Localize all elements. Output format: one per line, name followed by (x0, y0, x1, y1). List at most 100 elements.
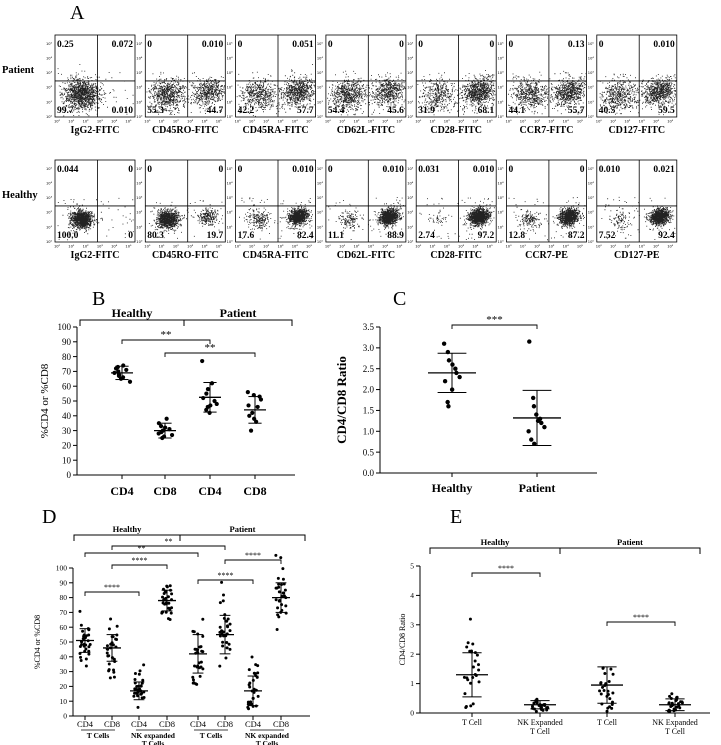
tick-label: 10⁰ (235, 120, 242, 124)
y-tick-label: 70 (60, 608, 68, 617)
event-dots (417, 70, 496, 116)
tick-label: 10² (534, 120, 541, 124)
tick-label: 10⁴ (472, 245, 479, 249)
data-point (277, 590, 281, 594)
tick-label: 10³ (97, 245, 104, 249)
data-point (463, 692, 467, 696)
subgroup-label: NK expanded T Cells (245, 731, 290, 745)
tick-label: 10⁰ (506, 120, 513, 124)
tick-label: 10⁰ (498, 115, 505, 119)
data-point (254, 663, 258, 667)
data-point (112, 657, 116, 661)
quadrant-upper-left: 0 (418, 40, 423, 50)
quadrant-lower-left: 11.1 (328, 231, 344, 241)
tick-label: 10³ (317, 196, 324, 200)
quadrant-upper-right: 0 (219, 165, 224, 175)
significance-bracket (606, 621, 676, 626)
group-bracket (559, 547, 701, 554)
data-point (224, 656, 228, 660)
data-point (610, 706, 614, 710)
data-point (201, 634, 205, 638)
y-tick-label: 30 (60, 667, 68, 676)
y-tick-label: 50 (62, 396, 72, 406)
data-point (167, 601, 171, 605)
quadrant-lower-left: 17.6 (238, 231, 255, 241)
y-tick-label: 3.5 (363, 322, 375, 332)
data-point (115, 624, 119, 628)
data-point (275, 628, 279, 632)
data-point (220, 580, 224, 584)
data-point (79, 655, 83, 659)
tick-label: 10³ (407, 196, 414, 200)
tick-label: 10² (173, 245, 180, 249)
y-tick-label: 60 (62, 381, 72, 391)
data-point (167, 606, 171, 610)
tick-label: 10⁴ (498, 56, 505, 60)
x-axis-label: IgG2-FITC (71, 250, 120, 261)
data-point (106, 647, 110, 651)
event-dots (236, 64, 316, 117)
quadrant-lower-right: 45.6 (387, 106, 404, 116)
data-point (201, 395, 206, 401)
tick-label: 10⁴ (201, 120, 208, 124)
significance-label: *** (486, 314, 503, 326)
data-point (133, 672, 137, 676)
tick-label: 10⁴ (227, 181, 234, 185)
data-point (468, 617, 472, 621)
tick-label: 10² (46, 211, 53, 215)
tick-label: 10² (317, 211, 324, 215)
data-point (218, 625, 222, 629)
data-point (198, 674, 202, 678)
data-point (133, 691, 137, 695)
data-point (214, 401, 219, 407)
data-point (116, 373, 122, 378)
tick-label: 10¹ (317, 225, 324, 229)
data-point (87, 645, 91, 649)
panel-c-chart: 0.0 0.5 1.0 1.5 2.0 2.5 3.0 3.5 CD4/CD8 Ratio Hea… (334, 314, 597, 495)
y-tick-label: 2 (410, 650, 414, 659)
tick-label: 10⁰ (415, 120, 422, 124)
tick-label: 10⁴ (317, 181, 324, 185)
y-tick-label: 0.0 (363, 468, 375, 478)
data-point (670, 692, 674, 696)
tick-label: 10⁵ (306, 120, 313, 124)
data-point (246, 403, 251, 408)
y-tick-label: 10 (60, 697, 68, 706)
event-dots (57, 64, 134, 117)
tick-label: 10⁵ (317, 167, 324, 171)
data-point (209, 381, 215, 386)
x-axis-label: CD45RO-FITC (152, 125, 219, 136)
data-point (283, 588, 287, 592)
data-point (277, 582, 281, 586)
tick-label: 10⁴ (46, 181, 53, 185)
data-point (534, 412, 539, 417)
tick-label: 10³ (46, 71, 53, 75)
y-tick-label: 5 (410, 562, 414, 571)
quadrant-upper-right: 0.051 (292, 40, 314, 50)
significance-label: **** (245, 551, 261, 560)
data-point (605, 709, 609, 713)
data-point (221, 640, 225, 644)
tick-label: 10⁴ (588, 56, 595, 60)
row-label: Patient (2, 65, 35, 76)
data-point (221, 593, 225, 597)
tick-label: 10¹ (588, 225, 595, 229)
y-tick-label: 90 (60, 578, 68, 587)
data-point (199, 660, 203, 664)
y-tick-label: 1.5 (363, 406, 375, 416)
tick-label: 10⁴ (407, 181, 414, 185)
data-point (277, 615, 281, 619)
data-point (466, 641, 470, 645)
tick-label: 10³ (136, 71, 143, 75)
data-point (608, 705, 612, 709)
quadrant-lower-right: 55.7 (568, 106, 585, 116)
data-point (226, 625, 230, 629)
quadrant-lower-right: 92.4 (658, 231, 675, 241)
data-point (245, 390, 250, 395)
quadrant-lower-left: 42.2 (238, 106, 255, 116)
x-category-label: CD8 (273, 719, 289, 729)
tick-label: 10² (227, 211, 234, 215)
